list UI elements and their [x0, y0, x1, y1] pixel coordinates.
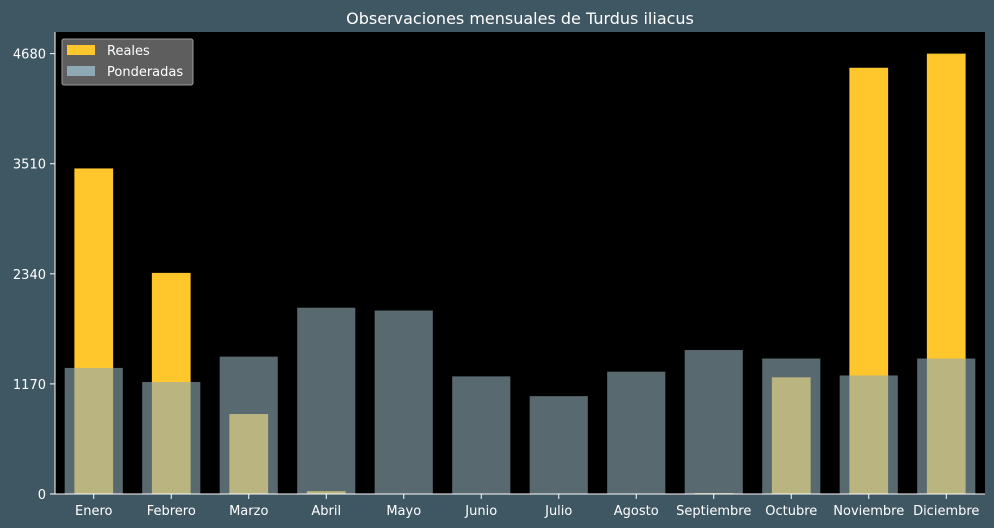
legend-swatch-reales: [67, 45, 95, 55]
y-tick-label: 4680: [13, 48, 46, 63]
y-tick-label: 0: [38, 488, 46, 503]
x-tick-label-noviembre: Noviembre: [833, 504, 904, 519]
y-tick-label: 2340: [13, 268, 46, 283]
legend-swatch-ponderadas: [67, 66, 95, 76]
bar-ponderadas-mayo: [374, 310, 433, 494]
bar-ponderadas-marzo: [219, 356, 278, 494]
bar-ponderadas-junio: [452, 376, 511, 494]
series-ponderadas-bars: [64, 307, 976, 494]
bar-ponderadas-septiembre: [684, 350, 743, 494]
x-tick-label-mayo: Mayo: [386, 504, 421, 519]
x-tick-label-enero: Enero: [75, 504, 113, 519]
x-tick-label-junio: Junio: [464, 504, 497, 519]
y-axis: 0 1170 2340 3510 4680: [13, 32, 56, 503]
x-tick-label-agosto: Agosto: [614, 504, 659, 519]
bar-ponderadas-octubre: [762, 358, 821, 494]
legend-label-ponderadas: Ponderadas: [107, 65, 183, 80]
bar-ponderadas-noviembre: [839, 375, 898, 494]
y-tick-label: 1170: [13, 378, 46, 393]
bar-ponderadas-enero: [64, 367, 123, 494]
x-tick-label-febrero: Febrero: [147, 504, 196, 519]
x-tick-label-diciembre: Diciembre: [913, 504, 979, 519]
bar-ponderadas-agosto: [607, 371, 666, 494]
x-axis: Enero Febrero Marzo Abril Mayo Junio Julio Agos…: [55, 493, 985, 519]
x-tick-label-septiembre: Septiembre: [676, 504, 751, 519]
x-tick-label-marzo: Marzo: [229, 504, 268, 519]
bar-ponderadas-diciembre: [917, 358, 976, 494]
bar-ponderadas-abril: [297, 307, 356, 494]
x-tick-label-octubre: Octubre: [765, 504, 817, 519]
x-tick-label-abril: Abril: [311, 504, 341, 519]
bar-ponderadas-julio: [529, 396, 588, 494]
x-tick-label-julio: Julio: [544, 504, 572, 519]
y-tick-label: 3510: [13, 158, 46, 173]
bar-ponderadas-febrero: [142, 382, 201, 494]
plot-area: [55, 32, 985, 494]
legend-label-reales: Reales: [107, 44, 150, 59]
legend: Reales Ponderadas: [61, 38, 194, 86]
chart-title: Observaciones mensuales de Turdus iliacu…: [346, 9, 694, 28]
